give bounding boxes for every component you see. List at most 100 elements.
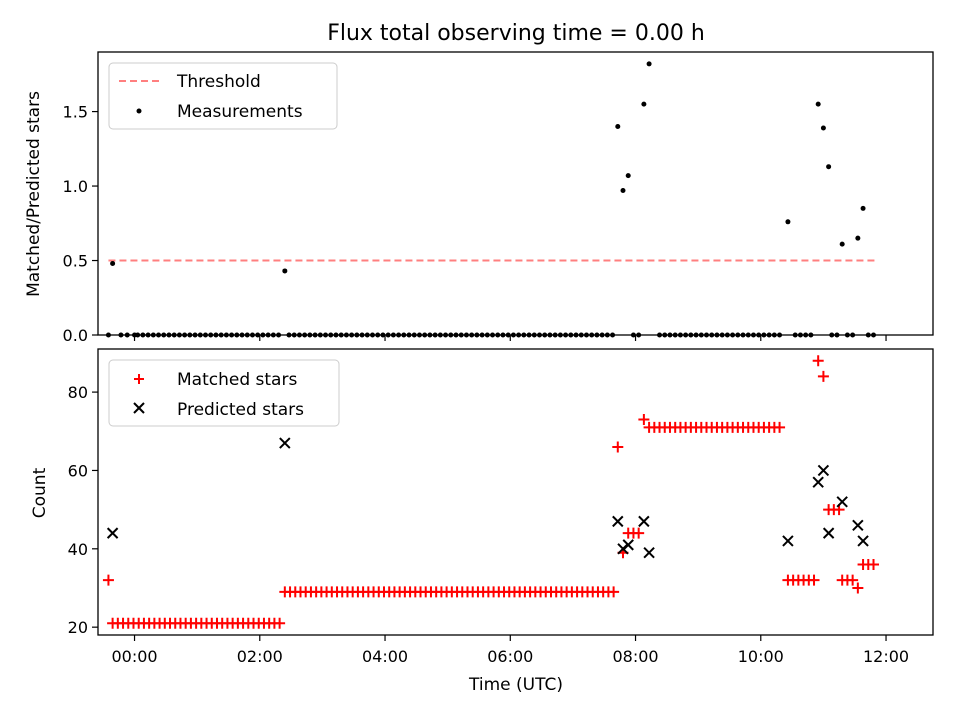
measurement-point	[375, 332, 381, 338]
measurement-point	[495, 332, 501, 338]
measurement-point	[662, 332, 668, 338]
measurement-point	[328, 332, 334, 338]
bottom-y-axis-label: Count	[30, 467, 50, 518]
measurement-point	[396, 332, 402, 338]
matched-star-point	[868, 558, 880, 570]
measurement-point	[785, 219, 791, 225]
top-y-tick-label: 1.0	[63, 177, 88, 196]
bottom-legend-box	[108, 359, 340, 427]
measurement-point	[118, 332, 124, 338]
matched-star-point	[102, 574, 114, 586]
bottom-y-tick-label: 40	[68, 540, 88, 559]
predicted-stars-legend-swatch	[133, 402, 145, 414]
measurement-point	[547, 332, 553, 338]
measurement-point	[124, 332, 130, 338]
measurement-point	[531, 332, 537, 338]
bottom-x-axis-label: Time (UTC)	[468, 675, 563, 695]
top-y-axis: 0.0 0.5 1.0 1.5	[63, 103, 98, 345]
measurement-point	[145, 332, 151, 338]
predicted-star-point	[279, 437, 291, 449]
measurement-point	[500, 332, 506, 338]
bottom-plot-frame	[97, 348, 934, 636]
bottom-y-axis: 20 40 60 80	[68, 383, 98, 637]
bottom-x-tick-label: 12:00	[863, 647, 909, 666]
measurement-point	[792, 332, 798, 338]
matched-stars-legend-swatch	[134, 374, 144, 384]
top-y-tick-label: 1.5	[63, 103, 88, 122]
measurement-point	[610, 332, 616, 338]
measurement-point	[218, 332, 224, 338]
measurement-point	[641, 101, 647, 107]
measurement-point	[677, 332, 683, 338]
measurement-point	[291, 332, 297, 338]
measurement-point	[730, 332, 736, 338]
measurement-point	[630, 332, 636, 338]
measurement-point	[724, 332, 730, 338]
measurement-point	[385, 332, 391, 338]
measurement-point	[244, 332, 250, 338]
measurement-point	[370, 332, 376, 338]
bottom-x-axis: 00:00 02:00 04:00 06:00 08:00 10:00 12:00	[111, 635, 909, 666]
measurement-point	[443, 332, 449, 338]
measurements-legend-label: Measurements	[177, 102, 303, 122]
measurement-point	[270, 332, 276, 338]
matched-star-point	[274, 617, 286, 629]
measurement-point	[192, 332, 198, 338]
measurement-point	[625, 173, 631, 179]
predicted-star-point	[857, 535, 869, 547]
measurement-point	[516, 332, 522, 338]
measurement-point	[343, 332, 349, 338]
measurement-point	[282, 268, 288, 274]
measurement-point	[249, 332, 255, 338]
measurement-point	[197, 332, 203, 338]
measurement-point	[803, 332, 809, 338]
measurement-point	[135, 332, 141, 338]
measurement-point	[698, 332, 704, 338]
measurement-point	[761, 332, 767, 338]
predicted-star-point	[782, 535, 794, 547]
measurement-point	[416, 332, 422, 338]
measurement-points-layer	[105, 61, 877, 338]
measurement-point	[557, 332, 563, 338]
measurement-point	[871, 332, 877, 338]
measurement-point	[740, 332, 746, 338]
matched-star-point	[774, 421, 786, 433]
top-y-tick-label: 0.5	[63, 252, 88, 271]
measurement-point	[105, 332, 111, 338]
measurement-point	[422, 332, 428, 338]
measurement-point	[505, 332, 511, 338]
predicted-star-point	[106, 527, 119, 539]
measurement-point	[150, 332, 156, 338]
measurement-point	[510, 332, 516, 338]
top-y-tick-label: 0.0	[63, 326, 88, 345]
measurement-point	[140, 332, 146, 338]
measurements-legend-swatch	[136, 108, 142, 114]
measurement-point	[390, 332, 396, 338]
measurement-point	[667, 332, 673, 338]
measurement-point	[380, 332, 386, 338]
measurement-point	[615, 123, 621, 129]
matched-star-point	[852, 582, 864, 594]
measurement-point	[714, 332, 720, 338]
measurement-point	[526, 332, 532, 338]
measurement-point	[672, 332, 678, 338]
measurement-point	[286, 332, 292, 338]
measurement-point	[323, 332, 329, 338]
matched-star-point	[817, 370, 829, 382]
measurement-point	[265, 332, 271, 338]
measurement-point	[777, 332, 783, 338]
matched-star-point	[633, 527, 645, 539]
measurement-point	[766, 332, 772, 338]
matched-star-point	[812, 355, 824, 367]
matched-star-point	[808, 574, 820, 586]
measurement-point	[229, 332, 235, 338]
bottom-x-tick-label: 06:00	[487, 647, 533, 666]
measurement-point	[406, 332, 412, 338]
top-y-axis-label: Matched/Predicted stars	[24, 91, 44, 297]
measurement-point	[484, 332, 490, 338]
measurement-point	[479, 332, 485, 338]
top-legend-box	[108, 62, 338, 130]
top-chart-title: Flux total observing time = 0.00 h	[327, 21, 705, 46]
measurement-point	[797, 332, 803, 338]
measurement-point	[234, 332, 240, 338]
